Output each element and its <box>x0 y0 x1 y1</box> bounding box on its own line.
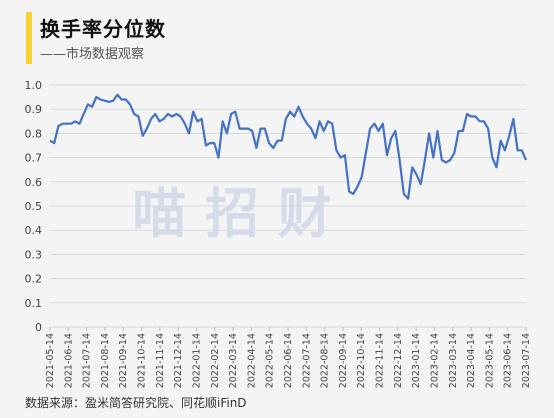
x-tick-label: 2022-09-14 <box>338 333 349 388</box>
x-tick-label: 2021-11-14 <box>155 333 166 388</box>
x-tick-label: 2023-01-14 <box>411 333 422 388</box>
y-tick-label: 0.2 <box>25 273 43 286</box>
x-tick-label: 2021-09-14 <box>118 333 129 388</box>
x-tick-label: 2021-08-14 <box>100 333 111 388</box>
series-line <box>49 93 528 200</box>
x-tick-label: 2023-04-14 <box>466 333 477 388</box>
y-tick-label: 0.6 <box>25 176 43 189</box>
x-tick-label: 2022-04-14 <box>246 333 257 388</box>
x-tick-label: 2023-03-14 <box>448 333 459 388</box>
x-tick-label: 2022-08-14 <box>320 333 331 388</box>
page-title: 换手率分位数 <box>40 17 166 41</box>
x-tick-label: 2022-02-14 <box>210 333 221 388</box>
y-tick-label: 0.1 <box>25 297 43 310</box>
x-tick-label: 2022-01-14 <box>191 333 202 388</box>
x-tick-label: 2022-05-14 <box>265 333 276 388</box>
x-tick-label: 2022-06-14 <box>283 333 294 388</box>
y-tick-label: 0.5 <box>25 200 43 213</box>
y-tick-label: 0 <box>35 321 42 334</box>
x-tick-label: 2023-05-14 <box>484 333 495 388</box>
y-tick-label: 1.0 <box>25 79 43 92</box>
y-tick-label: 0.8 <box>25 127 43 140</box>
x-tick-label: 2022-03-14 <box>228 333 239 388</box>
y-tick-label: 0.3 <box>25 248 43 261</box>
x-tick-label: 2021-06-14 <box>63 333 74 388</box>
x-tick-label: 2023-07-14 <box>521 333 532 388</box>
y-tick-label: 0.7 <box>25 152 43 165</box>
x-tick-label: 2022-10-14 <box>356 333 367 388</box>
data-source-note: 数据来源：盈米简答研究院、同花顺iFinD <box>25 396 247 410</box>
x-tick-label: 2021-05-14 <box>45 333 56 388</box>
title-accent-bar <box>26 12 32 64</box>
x-tick-label: 2023-06-14 <box>503 333 514 388</box>
y-tick-label: 0.9 <box>25 103 43 116</box>
x-tick-label: 2021-12-14 <box>173 333 184 388</box>
watermark-text: 喵 招 财 <box>132 182 332 245</box>
x-tick-label: 2022-07-14 <box>301 333 312 388</box>
x-tick-label: 2023-02-14 <box>429 333 440 388</box>
x-tick-label: 2021-07-14 <box>82 333 93 388</box>
x-tick-label: 2022-12-14 <box>393 333 404 388</box>
x-tick-label: 2022-11-14 <box>375 333 386 388</box>
page-subtitle: ——市场数据观察 <box>40 47 145 62</box>
y-tick-label: 0.4 <box>25 224 43 237</box>
x-tick-label: 2021-10-14 <box>137 333 148 388</box>
